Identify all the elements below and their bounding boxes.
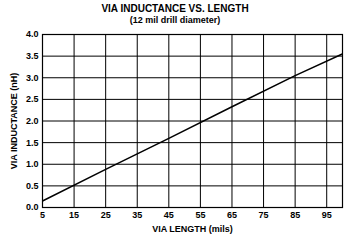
svg-text:1.5: 1.5 [26,138,39,148]
svg-text:65: 65 [227,210,237,220]
svg-text:45: 45 [164,210,174,220]
svg-text:25: 25 [101,210,111,220]
svg-text:95: 95 [322,210,332,220]
svg-text:35: 35 [132,210,142,220]
html-text:(12 mil drill diameter): (12 mil drill diameter) [129,15,221,25]
svg-text:5: 5 [40,210,45,220]
svg-text:4.0: 4.0 [26,29,39,39]
svg-text:55: 55 [195,210,205,220]
svg-text:VIA LENGTH (mils): VIA LENGTH (mils) [152,224,233,234]
html-text:VIA INDUCTANCE VS. LENGTH: VIA INDUCTANCE VS. LENGTH [101,3,249,14]
svg-text:VIA INDUCTANCE (nH): VIA INDUCTANCE (nH) [9,73,19,170]
svg-text:3.5: 3.5 [26,51,39,61]
svg-text:85: 85 [290,210,300,220]
svg-text:0.5: 0.5 [26,181,39,191]
svg-text:3.0: 3.0 [26,73,39,83]
svg-text:15: 15 [69,210,79,220]
svg-text:0.0: 0.0 [26,202,39,212]
svg-text:1.0: 1.0 [26,159,39,169]
svg-text:2.0: 2.0 [26,116,39,126]
svg-text:75: 75 [259,210,269,220]
svg-text:2.5: 2.5 [26,94,39,104]
